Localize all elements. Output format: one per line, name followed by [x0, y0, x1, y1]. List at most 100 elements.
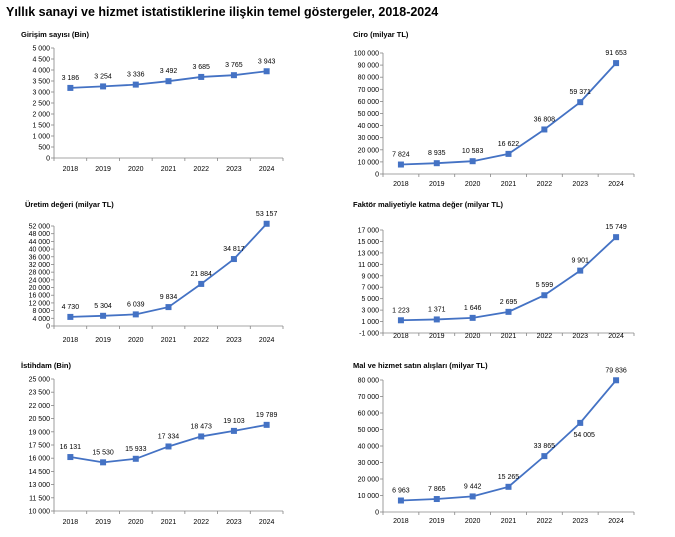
x-tick-label: 2019 [95, 166, 111, 173]
data-point [67, 313, 74, 320]
data-label: 1 223 [392, 307, 410, 314]
y-tick-label: 15 000 [358, 239, 380, 246]
data-label: 9 442 [464, 483, 482, 490]
data-label: 91 653 [605, 50, 627, 57]
data-label: 36 808 [534, 116, 556, 123]
chart-ciro-svg: Ciro (milyar TL) 0 10 000 20 000 30 000 40 00… [353, 30, 635, 188]
y-tick-label: 90 000 [358, 63, 380, 70]
x-tick-label: 2023 [572, 181, 588, 188]
data-label: 9 901 [571, 258, 589, 265]
data-label: 8 935 [428, 150, 446, 157]
data-label: 3 336 [127, 72, 145, 79]
data-point [397, 497, 404, 504]
chart-istihdam-svg: İstihdam (Bin) 10 000 11 500 13 000 14 500 16… [21, 361, 284, 526]
data-point [541, 292, 548, 299]
chart-title: Girişim sayısı (Bin) [21, 30, 89, 39]
data-point [263, 68, 270, 75]
data-point [433, 496, 440, 503]
y-tick-label: 11 500 [29, 495, 50, 502]
chart-panel-girisim: Girişim sayısı (Bin) 0 500 1 000 1 500 2 000 2… [0, 26, 330, 186]
y-tick-label: 60 000 [358, 411, 380, 418]
chart-panel-satin-alis: Mal ve hizmet satın alışları (milyar TL)… [340, 356, 675, 532]
data-label: 59 371 [570, 89, 592, 96]
x-tick-label: 2023 [572, 518, 588, 525]
y-tick-label: 0 [375, 510, 379, 517]
y-tick-label: 48 000 [29, 231, 51, 238]
data-point [577, 419, 584, 426]
page-title: Yıllık sanayi ve hizmet istatistiklerine… [6, 5, 439, 19]
y-tick-label: 9 000 [361, 273, 379, 280]
data-label: 3 186 [62, 75, 80, 82]
data-point [132, 311, 139, 318]
y-tick-label: 1 000 [361, 319, 379, 326]
y-tick-label: 40 000 [358, 123, 380, 130]
y-tick-label: 3 000 [32, 90, 50, 97]
y-tick-label: 1 500 [32, 123, 50, 130]
data-point [67, 454, 74, 461]
y-tick-label: 30 000 [358, 135, 380, 142]
x-tick-label: 2022 [193, 519, 209, 526]
x-tick-label: 2022 [537, 181, 553, 188]
data-point [613, 60, 620, 67]
x-tick-label: 2024 [608, 518, 624, 525]
y-tick-label: 16 000 [29, 293, 51, 300]
y-tick-label: 17 500 [29, 443, 51, 450]
y-tick-label: 20 000 [358, 477, 380, 484]
chart-panel-katma-deger: Faktör maliyetiyle katma değer (milyar T… [340, 196, 675, 346]
data-point [541, 126, 548, 133]
data-point [67, 84, 74, 91]
data-point [165, 443, 172, 450]
y-tick-label: 10 000 [358, 159, 380, 166]
y-tick-label: 0 [46, 324, 50, 331]
data-label: 3 492 [160, 68, 178, 75]
data-point [132, 455, 139, 462]
x-tick-label: 2018 [393, 181, 409, 188]
y-tick-label: 70 000 [358, 87, 380, 94]
data-point [230, 256, 237, 263]
data-label: 15 265 [498, 474, 520, 481]
data-point [613, 234, 620, 241]
data-label: 3 765 [225, 62, 243, 69]
data-label: 5 599 [536, 282, 554, 289]
data-point [230, 72, 237, 79]
chart-girisim-svg: Girişim sayısı (Bin) 0 500 1 000 1 500 2 000 2… [21, 30, 284, 173]
data-label: 16 622 [498, 141, 520, 148]
y-tick-label: 44 000 [29, 239, 51, 246]
y-tick-label: 500 [38, 145, 50, 152]
x-tick-label: 2022 [537, 333, 553, 340]
y-tick-label: 40 000 [29, 247, 51, 254]
data-point [100, 312, 107, 319]
data-point [198, 433, 205, 440]
chart-title: Mal ve hizmet satın alışları (milyar TL) [353, 361, 488, 370]
x-tick-label: 2024 [259, 166, 275, 173]
data-label: 33 865 [534, 443, 556, 450]
y-tick-label: 36 000 [29, 254, 51, 261]
y-tick-label: 17 000 [358, 228, 380, 235]
y-tick-label: 10 000 [29, 509, 51, 516]
chart-title: Ciro (milyar TL) [353, 30, 409, 39]
x-tick-label: 2021 [501, 333, 517, 340]
x-tick-label: 2018 [63, 166, 79, 173]
data-point [397, 161, 404, 168]
data-label: 79 836 [605, 367, 627, 374]
x-tick-label: 2021 [501, 181, 517, 188]
data-point [397, 317, 404, 324]
data-label: 1 646 [464, 305, 482, 312]
data-label: 15 933 [125, 446, 147, 453]
y-tick-label: -1 000 [359, 331, 379, 338]
x-tick-label: 2022 [193, 166, 209, 173]
data-label: 21 884 [191, 271, 213, 278]
data-point [577, 267, 584, 274]
x-tick-label: 2020 [128, 166, 144, 173]
x-tick-label: 2018 [393, 333, 409, 340]
y-tick-label: 20 500 [29, 416, 51, 423]
data-point [100, 83, 107, 90]
x-tick-label: 2021 [161, 337, 177, 344]
x-tick-label: 2024 [259, 337, 275, 344]
chart-panel-ciro: Ciro (milyar TL) 0 10 000 20 000 30 000 40 00… [340, 26, 675, 196]
y-tick-label: 2 500 [32, 101, 50, 108]
x-tick-label: 2024 [608, 333, 624, 340]
data-point [541, 453, 548, 460]
data-point [433, 316, 440, 323]
y-tick-label: 80 000 [358, 378, 380, 385]
